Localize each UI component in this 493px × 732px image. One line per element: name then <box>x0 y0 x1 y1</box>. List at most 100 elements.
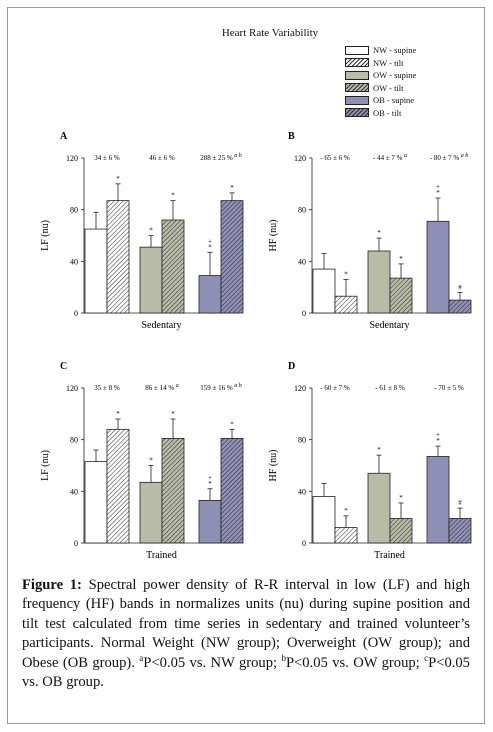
bar <box>334 295 358 314</box>
bar <box>139 246 163 314</box>
y-tick-label: 0 <box>302 309 306 318</box>
y-axis-label: HF (nu) <box>268 220 279 252</box>
y-axis-label: LF (nu) <box>40 220 51 251</box>
group-annotation: - 61 ± 8 % <box>375 384 405 392</box>
group-annotation: - 60 ± 7 % <box>320 384 350 392</box>
panel-letter: C <box>60 361 67 372</box>
bar <box>161 437 185 544</box>
annotation-superscript: a b <box>233 383 242 389</box>
group-annotation: 46 ± 6 % <box>149 154 175 162</box>
y-tick-label: 40 <box>70 487 78 496</box>
legend-label: OW - tilt <box>373 82 404 93</box>
significance-mark: # <box>458 499 462 507</box>
legend-item: OW - supine <box>345 69 485 81</box>
annotation-superscript: a <box>174 383 179 389</box>
significance-mark: * <box>436 437 440 445</box>
y-tick-label: 0 <box>74 309 78 318</box>
caption-text: Spectral power density of R-R interval i… <box>22 577 470 671</box>
y-tick-label: 120 <box>66 384 78 393</box>
significance-mark: * <box>116 410 120 418</box>
legend-label: NW - tilt <box>373 57 404 68</box>
significance-mark: * <box>149 227 153 235</box>
significance-mark: * <box>399 255 403 263</box>
figure-title: Heart Rate Variability <box>221 27 319 39</box>
group-annotation: - 80 ± 7 % a b <box>430 153 469 162</box>
chart-panel-c: C LF (nu) 0 40 80 120 Trained 35 ± 8 % * 86 ± 14 … <box>40 361 244 561</box>
significance-mark: + <box>208 237 212 245</box>
bar <box>106 200 130 314</box>
significance-mark: * <box>149 457 153 465</box>
legend-item: NW - supine <box>345 44 485 56</box>
y-axis-label: HF (nu) <box>268 450 279 482</box>
y-tick-label: 0 <box>302 539 306 548</box>
panel-letter: D <box>288 361 295 372</box>
bar <box>220 437 244 544</box>
significance-mark: + <box>436 183 440 191</box>
annotation-superscript: a b <box>459 153 468 159</box>
caption-sig-mark: b <box>281 652 286 663</box>
caption-sig-mark: c <box>424 652 429 663</box>
caption-sig-text: P<0.05 vs. OB group. <box>22 654 470 691</box>
group-annotation: 86 ± 14 % a <box>145 383 178 392</box>
y-tick-label: 120 <box>66 154 78 163</box>
significance-mark: * <box>230 420 234 428</box>
significance-mark: * <box>377 446 381 454</box>
y-tick-label: 120 <box>294 384 306 393</box>
caption-sig-mark: a <box>139 652 144 663</box>
bar <box>312 268 336 314</box>
legend-swatch <box>345 58 369 67</box>
panel-letter: B <box>288 131 295 142</box>
significance-mark: * <box>436 189 440 197</box>
bar <box>426 220 450 314</box>
group-annotation: 159 ± 16 % a b <box>200 383 241 392</box>
bar <box>389 518 413 544</box>
y-tick-label: 0 <box>74 539 78 548</box>
y-tick-label: 80 <box>298 436 306 445</box>
bar <box>139 481 163 544</box>
annotation-superscript: a b <box>233 153 242 159</box>
significance-mark: * <box>344 270 348 278</box>
bar <box>161 219 185 314</box>
bar <box>389 277 413 314</box>
bar <box>84 461 108 544</box>
group-annotation: - 70 ± 5 % <box>434 384 464 392</box>
significance-mark: * <box>399 494 403 502</box>
x-axis-label: Trained <box>146 550 177 561</box>
legend-item: NW - tilt <box>345 57 485 69</box>
group-annotation: 34 ± 6 % <box>94 154 120 162</box>
legend-item: OB - tilt <box>345 107 485 119</box>
chart-panel-b: B HF (nu) 0 40 80 120 Sedentary - 65 ± 6 % * - 44… <box>268 131 472 331</box>
x-axis-label: Sedentary <box>370 320 410 331</box>
bar <box>367 472 391 544</box>
bar <box>198 499 222 544</box>
y-tick-label: 40 <box>298 487 306 496</box>
significance-mark: * <box>171 192 175 200</box>
chart-panel-a: A LF (nu) 0 40 80 120 Sedentary 34 ± 6 % * 46 ± 6… <box>40 131 244 331</box>
bar <box>448 299 472 314</box>
y-tick-label: 40 <box>298 257 306 266</box>
caption-sig-text: P<0.05 vs. OW group; <box>285 654 425 671</box>
caption-sig-text: P<0.05 vs. NW group; <box>143 654 282 671</box>
bar <box>106 428 130 544</box>
chart-panel-d: D HF (nu) 0 40 80 120 Trained - 60 ± 7 % * - 61 ±… <box>268 361 472 561</box>
significance-mark: * <box>377 229 381 237</box>
x-axis-label: Sedentary <box>142 320 182 331</box>
group-annotation: 35 ± 8 % <box>94 384 120 392</box>
bar <box>220 200 244 314</box>
legend-swatch <box>345 108 369 117</box>
significance-mark: * <box>230 184 234 192</box>
significance-mark: * <box>208 243 212 251</box>
significance-mark: + <box>208 474 212 482</box>
bar <box>84 228 108 314</box>
x-axis-label: Trained <box>374 550 405 561</box>
legend-item: OB - supine <box>345 94 485 106</box>
y-tick-label: 80 <box>70 206 78 215</box>
bar <box>367 250 391 314</box>
legend-swatch <box>345 83 369 92</box>
legend-item: OW - tilt <box>345 82 485 94</box>
y-tick-label: 80 <box>298 206 306 215</box>
bar <box>312 496 336 544</box>
legend-label: OW - supine <box>373 70 417 80</box>
caption-label: Figure 1: <box>22 577 82 593</box>
bar <box>426 456 450 544</box>
